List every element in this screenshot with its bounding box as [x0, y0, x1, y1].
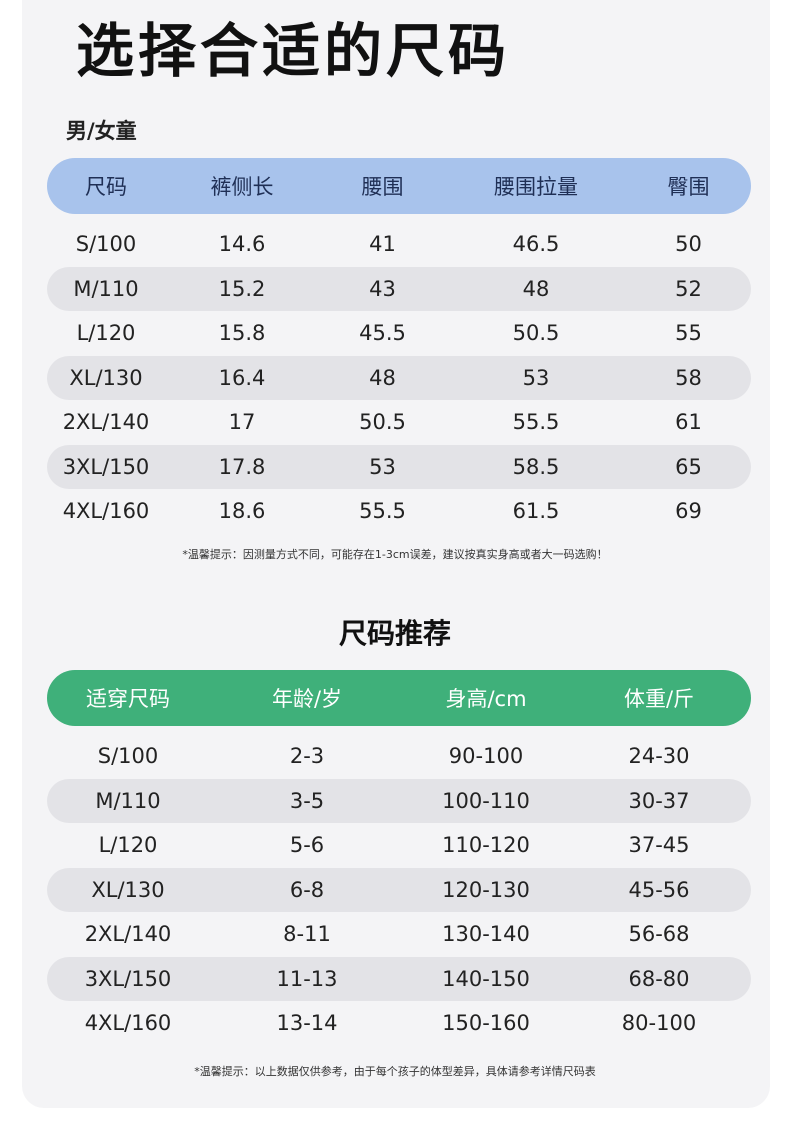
table-cell: L/120	[76, 321, 136, 346]
table-row: 4XL/160 18.6 55.5 61.5 69	[47, 489, 751, 534]
table-cell: 68-80	[628, 966, 690, 991]
table-cell: 61.5	[512, 499, 560, 524]
table-cell: 2XL/140	[62, 410, 150, 435]
table-cell: 55.5	[359, 499, 406, 524]
table-cell: 15.2	[218, 276, 266, 301]
table-cell: 58.5	[512, 454, 560, 479]
table-cell: L/120	[98, 833, 158, 858]
header-cell: 腰围	[361, 175, 404, 199]
category-label: 男/女童	[66, 119, 137, 143]
size-table-body: S/100 14.6 41 46.5 50 M/110 15.2 43 48 52 L/120 15.…	[47, 222, 751, 534]
measurement-note: *温馨提示：因测量方式不同，可能存在1-3cm误差，建议按真实身高或者大一码选购…	[182, 548, 608, 561]
header-cell: 腰围拉量	[494, 175, 578, 199]
table-cell: 3XL/150	[62, 454, 150, 479]
table-cell: XL/130	[91, 877, 165, 902]
table-cell: 80-100	[621, 1011, 697, 1036]
table-cell: 11-13	[276, 966, 338, 991]
table-cell: S/100	[75, 232, 137, 257]
table-row: 4XL/160 13-14 150-160 80-100	[47, 1001, 751, 1046]
table-cell: 53	[369, 454, 396, 479]
table-cell: 61	[675, 410, 702, 435]
header-cell: 适穿尺码	[86, 687, 170, 711]
table-cell: 52	[675, 276, 702, 301]
table-cell: 48	[522, 276, 550, 301]
table-cell: 45.5	[359, 321, 406, 346]
table-row: 2XL/140 8-11 130-140 56-68	[47, 912, 751, 957]
table-row: L/120 5-6 110-120 37-45	[47, 823, 751, 868]
table-cell: M/110	[73, 276, 139, 301]
table-cell: 100-110	[442, 788, 530, 813]
size-table: 尺码 裤侧长 腰围 腰围拉量 臀围 S/100 14.6 41 46.5 50 M/110…	[47, 158, 751, 534]
table-cell: 69	[675, 499, 702, 524]
recommend-table: 适穿尺码 年龄/岁 身高/cm 体重/斤 S/100 2-3 90-100 24-30…	[47, 670, 751, 1046]
table-cell: 8-11	[283, 922, 331, 947]
table-cell: 14.6	[218, 232, 266, 257]
table-cell: 45-56	[628, 877, 690, 902]
table-cell: 3XL/150	[84, 966, 172, 991]
table-cell: 43	[369, 276, 396, 301]
table-row: S/100 2-3 90-100 24-30	[47, 734, 751, 779]
table-cell: 24-30	[628, 744, 690, 769]
table-cell: S/100	[97, 744, 159, 769]
table-cell: 17	[228, 410, 256, 435]
table-row: M/110 15.2 43 48 52	[47, 266, 751, 311]
header-cell: 裤侧长	[210, 175, 274, 199]
table-cell: 58	[675, 365, 702, 390]
table-cell: 2-3	[289, 744, 325, 769]
header-cell: 体重/斤	[623, 687, 695, 711]
table-row: XL/130 16.4 48 53 58	[47, 355, 751, 400]
table-cell: 4XL/160	[62, 499, 150, 524]
table-row: 2XL/140 17 50.5 55.5 61	[47, 400, 751, 445]
table-cell: 150-160	[442, 1011, 530, 1036]
header-cell: 尺码	[85, 175, 127, 199]
table-cell: 110-120	[442, 833, 530, 858]
table-cell: 55.5	[512, 410, 560, 435]
table-row: 3XL/150 17.8 53 58.5 65	[47, 444, 751, 489]
table-cell: 120-130	[442, 877, 530, 902]
size-table-header: 尺码 裤侧长 腰围 腰围拉量 臀围	[47, 158, 751, 214]
table-cell: 90-100	[448, 744, 524, 769]
table-cell: 46.5	[512, 232, 560, 257]
table-cell: 53	[522, 365, 550, 390]
table-cell: 140-150	[442, 966, 530, 991]
table-cell: 50	[675, 232, 702, 257]
header-cell: 臀围	[667, 175, 710, 199]
table-row: XL/130 6-8 120-130 45-56	[47, 867, 751, 912]
table-cell: M/110	[95, 788, 161, 813]
table-cell: 56-68	[628, 922, 690, 947]
table-cell: 65	[675, 454, 702, 479]
section-title: 尺码推荐	[338, 617, 451, 650]
table-cell: 13-14	[276, 1011, 338, 1036]
header-cell: 身高/cm	[445, 687, 527, 711]
table-row: 3XL/150 11-13 140-150 68-80	[47, 956, 751, 1001]
table-cell: XL/130	[69, 365, 143, 390]
table-cell: 50.5	[359, 410, 406, 435]
table-cell: 50.5	[512, 321, 560, 346]
table-cell: 17.8	[218, 454, 266, 479]
table-cell: 30-37	[628, 788, 690, 813]
table-row: L/120 15.8 45.5 50.5 55	[47, 311, 751, 356]
recommend-table-body: S/100 2-3 90-100 24-30 M/110 3-5 100-110 30-37 L…	[47, 734, 751, 1046]
table-cell: 41	[369, 232, 396, 257]
table-cell: 3-5	[289, 788, 325, 813]
table-row: M/110 3-5 100-110 30-37	[47, 778, 751, 823]
header-cell: 年龄/岁	[271, 687, 343, 711]
table-cell: 130-140	[442, 922, 530, 947]
table-cell: 37-45	[628, 833, 690, 858]
table-cell: 2XL/140	[84, 922, 172, 947]
recommend-table-header: 适穿尺码 年龄/岁 身高/cm 体重/斤	[47, 670, 751, 726]
table-cell: 16.4	[218, 365, 266, 390]
table-cell: 15.8	[218, 321, 266, 346]
table-cell: 5-6	[289, 833, 325, 858]
table-cell: 6-8	[289, 877, 325, 902]
table-cell: 4XL/160	[84, 1011, 172, 1036]
table-cell: 18.6	[218, 499, 266, 524]
table-cell: 55	[675, 321, 702, 346]
page-title: 选择合适的尺码	[76, 17, 511, 85]
reference-note: *温馨提示：以上数据仅供参考，由于每个孩子的体型差异，具体请参考详情尺码表	[194, 1065, 596, 1078]
table-cell: 48	[369, 365, 396, 390]
table-row: S/100 14.6 41 46.5 50	[47, 222, 751, 267]
